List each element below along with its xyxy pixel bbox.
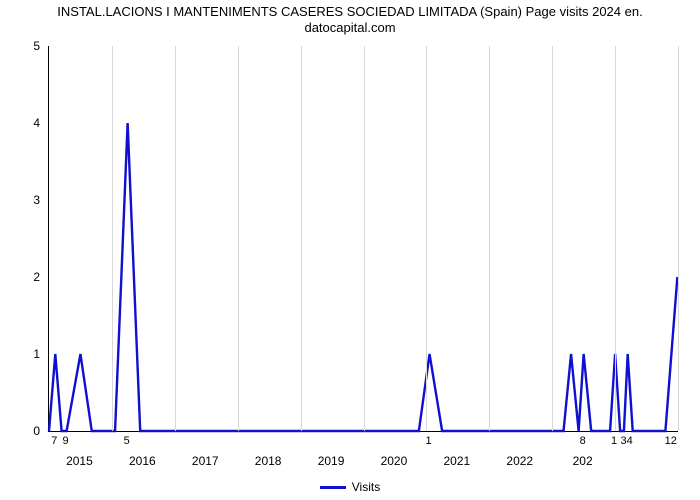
gridline xyxy=(678,46,679,431)
point-value-label: 7 xyxy=(51,435,57,447)
legend: Visits xyxy=(0,480,700,494)
point-value-label: 5 xyxy=(124,435,130,447)
gridline xyxy=(112,46,113,431)
gridline xyxy=(301,46,302,431)
gridline xyxy=(364,46,365,431)
point-value-label: 34 xyxy=(621,435,633,447)
x-tick-label: 2016 xyxy=(129,454,156,468)
x-tick-label: 202 xyxy=(573,454,593,468)
point-value-label: 8 xyxy=(580,435,586,447)
x-tick-label: 2018 xyxy=(255,454,282,468)
x-tick-label: 2015 xyxy=(66,454,93,468)
y-tick-label: 5 xyxy=(10,39,40,53)
x-tick-label: 2020 xyxy=(381,454,408,468)
gridline xyxy=(489,46,490,431)
gridline xyxy=(615,46,616,431)
gridline xyxy=(426,46,427,431)
gridline xyxy=(175,46,176,431)
y-tick-label: 2 xyxy=(10,270,40,284)
chart-title: INSTAL.LACIONS I MANTENIMENTS CASERES SO… xyxy=(0,4,700,37)
x-tick-label: 2019 xyxy=(318,454,345,468)
x-tick-label: 2022 xyxy=(506,454,533,468)
point-value-label: 9 xyxy=(63,435,69,447)
point-value-label: 1 xyxy=(611,435,617,447)
chart-container: INSTAL.LACIONS I MANTENIMENTS CASERES SO… xyxy=(0,0,700,500)
gridline xyxy=(552,46,553,431)
legend-swatch xyxy=(320,486,346,489)
point-value-label: 12 xyxy=(665,435,677,447)
title-line1: INSTAL.LACIONS I MANTENIMENTS CASERES SO… xyxy=(57,4,642,19)
title-line2: datocapital.com xyxy=(304,20,395,35)
plot-area xyxy=(48,46,678,432)
y-tick-label: 1 xyxy=(10,347,40,361)
legend-label: Visits xyxy=(352,480,380,494)
y-tick-label: 3 xyxy=(10,193,40,207)
y-tick-label: 0 xyxy=(10,424,40,438)
gridline xyxy=(238,46,239,431)
y-tick-label: 4 xyxy=(10,116,40,130)
x-tick-label: 2017 xyxy=(192,454,219,468)
point-value-label: 1 xyxy=(425,435,431,447)
x-tick-label: 2021 xyxy=(443,454,470,468)
